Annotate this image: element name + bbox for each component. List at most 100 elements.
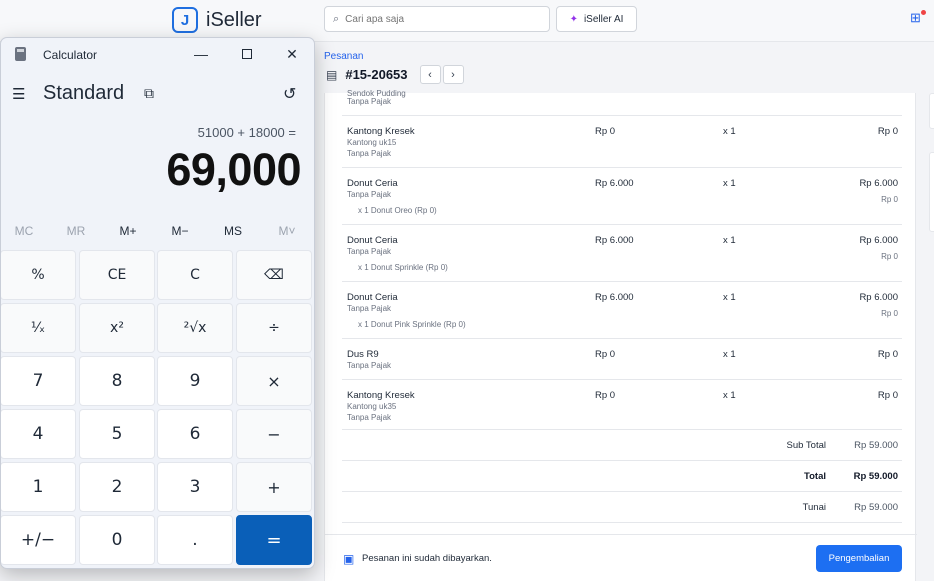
calculator-title-bar[interactable]: Calculator — ✕: [1, 38, 314, 70]
table-row: Dus R9 Tanpa Pajak Rp 0 x 1 Rp 0: [342, 339, 902, 380]
brand-logo[interactable]: J iSeller: [172, 7, 262, 33]
gift-icon[interactable]: ⊞: [910, 10, 921, 25]
item-name: Kantong Kresek: [347, 390, 415, 401]
percent-key[interactable]: %: [1, 250, 76, 300]
item-price: Rp 0: [595, 349, 616, 360]
table-row: Kantong Kresek Kantong uk15 Tanpa Pajak …: [342, 116, 902, 168]
iseller-logo-icon: J: [172, 7, 198, 33]
item-name: Donut Ceria: [347, 292, 398, 303]
calculator-app-icon: [15, 47, 26, 61]
memory-list-button[interactable]: M˅: [278, 224, 296, 238]
digit-2-key[interactable]: 2: [79, 462, 155, 512]
search-box[interactable]: ⌕: [324, 6, 550, 32]
clear-key[interactable]: C: [157, 250, 233, 300]
side-panel-card: [929, 93, 934, 129]
cash-label: Tunai: [802, 502, 826, 513]
square-root-key[interactable]: ²√x: [157, 303, 233, 353]
receipt-paid-icon: ▣: [343, 552, 355, 566]
hamburger-menu-icon[interactable]: ☰: [12, 86, 26, 103]
item-name: Kantong Kresek: [347, 126, 415, 137]
maximize-icon: [242, 49, 252, 59]
order-number: #15-20653: [345, 67, 408, 82]
item-total: Rp 6.000: [859, 178, 898, 189]
memory-row: MC MR M+ M− MS M˅: [1, 224, 314, 240]
backspace-key[interactable]: ⌫: [236, 250, 312, 300]
iseller-ai-button[interactable]: ✦ iSeller AI: [556, 6, 637, 32]
calculator-mode: Standard: [43, 82, 125, 104]
digit-3-key[interactable]: 3: [157, 462, 233, 512]
prev-order-button[interactable]: ‹: [419, 65, 441, 84]
item-price: Rp 0: [595, 390, 616, 401]
calculator-window: Calculator — ✕ ☰ Standard ⧉ ↺ 51000 + 18…: [0, 37, 315, 569]
item-qty: x 1: [723, 292, 736, 303]
cash-value: Rp 59.000: [854, 502, 898, 513]
memory-recall-button[interactable]: MR: [66, 224, 86, 238]
paid-status-text: Pesanan ini sudah dibayarkan.: [362, 553, 492, 564]
item-qty: x 1: [723, 349, 736, 360]
decimal-key[interactable]: .: [157, 515, 233, 565]
digit-7-key[interactable]: 7: [1, 356, 76, 406]
divide-key[interactable]: ÷: [236, 303, 312, 353]
memory-clear-button[interactable]: MC: [14, 224, 34, 238]
digit-6-key[interactable]: 6: [157, 409, 233, 459]
add-key[interactable]: +: [236, 462, 312, 512]
order-items-table: Sendok Pudding Tanpa Pajak Kantong Krese…: [342, 89, 902, 523]
close-button[interactable]: ✕: [286, 45, 298, 62]
receipt-icon: ▤: [326, 67, 338, 82]
equals-key[interactable]: =: [236, 515, 312, 565]
sparkle-icon: ✦: [569, 13, 578, 25]
clear-entry-key[interactable]: CE: [79, 250, 155, 300]
subtract-key[interactable]: −: [236, 409, 312, 459]
cash-row: Tunai Rp 59.000: [342, 492, 902, 523]
item-total: Rp 6.000: [859, 292, 898, 303]
memory-store-button[interactable]: MS: [224, 224, 242, 238]
breadcrumb[interactable]: Pesanan: [324, 51, 364, 62]
item-total: Rp 0: [877, 390, 898, 401]
digit-0-key[interactable]: 0: [79, 515, 155, 565]
square-key[interactable]: x²: [79, 303, 155, 353]
item-qty: x 1: [723, 178, 736, 189]
item-variant: Kantong uk15: [347, 138, 397, 147]
subtotal-label: Sub Total: [786, 440, 826, 451]
table-row: Donut Ceria Tanpa Pajak x 1 Donut Oreo (…: [342, 168, 902, 225]
item-name: Dus R9: [347, 349, 379, 360]
item-price: Rp 6.000: [595, 178, 634, 189]
item-qty: x 1: [723, 390, 736, 401]
top-bar: J iSeller ⌕ ✦ iSeller AI ⊞: [0, 0, 934, 42]
minimize-button[interactable]: —: [194, 46, 208, 62]
keep-on-top-icon[interactable]: ⧉: [144, 85, 154, 101]
maximize-button[interactable]: [224, 42, 270, 66]
reciprocal-key[interactable]: ¹⁄ₓ: [1, 303, 76, 353]
refund-button[interactable]: Pengembalian: [816, 545, 902, 572]
table-row: Donut Ceria Tanpa Pajak x 1 Donut Pink S…: [342, 282, 902, 339]
search-icon: ⌕: [333, 12, 340, 25]
next-order-button[interactable]: ›: [442, 65, 464, 84]
digit-8-key[interactable]: 8: [79, 356, 155, 406]
item-tax: Tanpa Pajak: [347, 413, 392, 422]
subtotal-row: Sub Total Rp 59.000: [342, 430, 902, 461]
total-row: Total Rp 59.000: [342, 461, 902, 492]
multiply-key[interactable]: ×: [236, 356, 312, 406]
brand-name: iSeller: [206, 8, 262, 31]
memory-subtract-button[interactable]: M−: [171, 224, 189, 238]
item-qty: x 1: [723, 235, 736, 246]
item-tax: Tanpa Pajak: [347, 247, 392, 256]
total-label: Total: [804, 471, 826, 482]
digit-9-key[interactable]: 9: [157, 356, 233, 406]
digit-4-key[interactable]: 4: [1, 409, 76, 459]
search-input[interactable]: [345, 13, 536, 25]
item-price: Rp 0: [595, 126, 616, 137]
digit-5-key[interactable]: 5: [79, 409, 155, 459]
memory-add-button[interactable]: M+: [119, 224, 137, 238]
window-title: Calculator: [43, 48, 98, 62]
result-display: 69,000: [166, 144, 301, 195]
modifier-total: Rp 0: [881, 252, 898, 261]
history-icon[interactable]: ↺: [283, 86, 297, 103]
table-row: Sendok Pudding Tanpa Pajak: [342, 89, 902, 116]
digit-1-key[interactable]: 1: [1, 462, 76, 512]
modifier-total: Rp 0: [881, 309, 898, 318]
total-value: Rp 59.000: [853, 471, 898, 482]
notification-dot: [921, 10, 926, 15]
negate-key[interactable]: +/−: [1, 515, 76, 565]
item-price: Rp 6.000: [595, 292, 634, 303]
